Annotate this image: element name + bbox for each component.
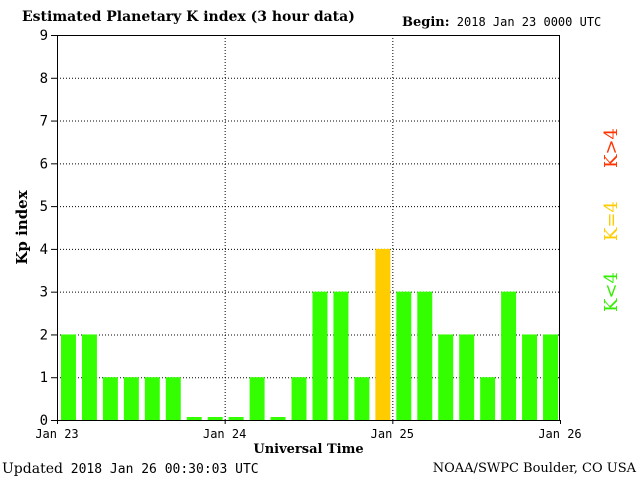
updated-value: 2018 Jan 26 00:30:03 UTC [70, 462, 259, 477]
y-tick-label: 7 [40, 114, 48, 130]
y-tick-label: 3 [40, 285, 48, 301]
kp-bar [61, 334, 76, 420]
kp-bar [312, 291, 328, 420]
kp-bar [522, 334, 538, 420]
kp-bar [102, 377, 118, 420]
kp-bar [165, 377, 181, 420]
kp-bar [123, 377, 139, 420]
x-tick-label: Jan 25 [371, 427, 414, 441]
x-tick-label: Jan 24 [203, 427, 246, 441]
kp-bar [249, 377, 265, 420]
y-tick-label: 1 [40, 370, 48, 386]
legend-low: K<4 [601, 272, 622, 312]
y-tick-label: 9 [40, 28, 48, 44]
legend-equal: K=4 [601, 201, 622, 241]
kp-bar [417, 291, 433, 420]
plot-frame [57, 35, 560, 421]
kp-bar [270, 417, 286, 420]
x-tick-label: Jan 23 [35, 427, 78, 441]
y-tick-label: 2 [40, 327, 48, 343]
kp-bar [543, 334, 558, 420]
credit-text: NOAA/SWPC Boulder, CO USA [432, 461, 636, 476]
x-axis-label: Universal Time [253, 442, 363, 457]
y-tick-label: 5 [40, 199, 48, 215]
y-axis-label: Kp index [13, 189, 31, 264]
begin-label: Begin: [402, 15, 450, 30]
y-tick-label: 8 [40, 71, 48, 87]
y-tick-label: 0 [40, 413, 48, 429]
kp-bar [228, 417, 244, 420]
kp-bar [438, 334, 454, 420]
kp-bar [81, 334, 97, 420]
legend-high: K>4 [601, 128, 622, 168]
kp-bar [480, 377, 496, 420]
kp-bar [291, 377, 307, 420]
kp-bar [501, 291, 517, 420]
kp-bar [207, 417, 223, 420]
kp-bar [354, 377, 370, 420]
updated-info: Updated 2018 Jan 26 00:30:03 UTC [2, 461, 259, 477]
x-tick-label: Jan 26 [538, 427, 581, 441]
begin-info: Begin: 2018 Jan 23 0000 UTC [402, 15, 601, 30]
begin-value: 2018 Jan 23 0000 UTC [456, 15, 602, 29]
kp-bar [375, 248, 391, 420]
kp-bar [396, 291, 412, 420]
kp-bar [186, 417, 202, 420]
updated-label: Updated [2, 461, 63, 477]
chart-title: Estimated Planetary K index (3 hour data… [22, 9, 355, 25]
y-tick-label: 6 [40, 156, 48, 172]
kp-bar [333, 291, 349, 420]
kp-bar [459, 334, 475, 420]
kp-bar [144, 377, 160, 420]
y-tick-label: 4 [40, 242, 48, 258]
